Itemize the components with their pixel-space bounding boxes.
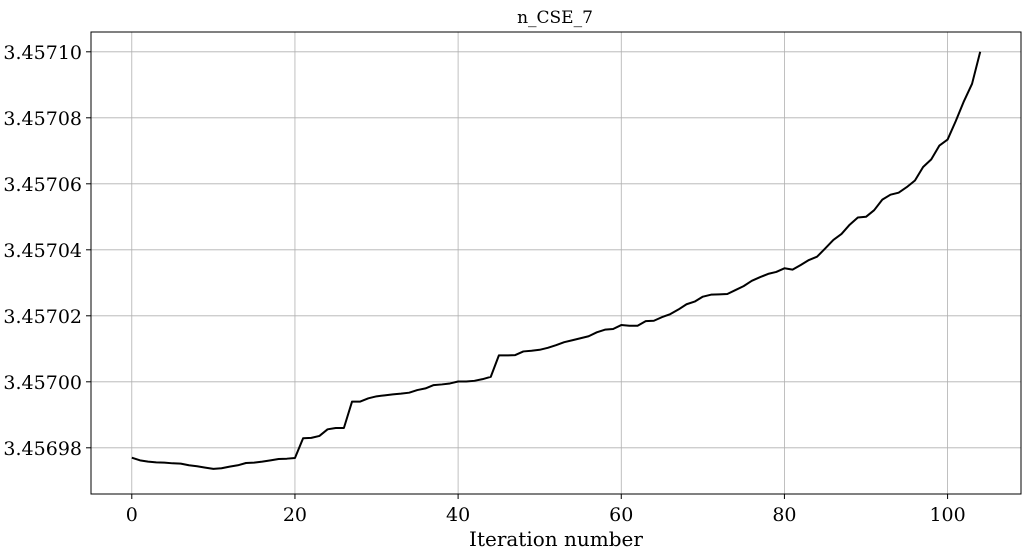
- plot-frame: [90, 31, 1022, 495]
- y-tick-label: 3.45702: [3, 306, 82, 328]
- x-tick-label: 60: [609, 504, 633, 526]
- y-tick-label: 3.45704: [3, 240, 82, 262]
- series-layer: [131, 51, 982, 470]
- chart-title: n_CSE_7: [517, 8, 593, 28]
- x-tick-label: 80: [772, 504, 796, 526]
- y-tick-label: 3.45708: [3, 108, 82, 130]
- y-tick-label: 3.45698: [3, 438, 82, 460]
- y-tick-label: 3.45706: [3, 174, 82, 196]
- x-tick-label: 100: [929, 504, 965, 526]
- x-tick-label: 0: [126, 504, 138, 526]
- grid-lines: [91, 32, 1021, 494]
- x-tick-label: 40: [446, 504, 470, 526]
- y-tick-label: 3.45700: [3, 372, 82, 394]
- series-line: [131, 51, 982, 470]
- y-tick-label: 3.45710: [3, 42, 82, 64]
- axis-ticks: 0 20 40 60 80 100 3.45698 3.45700 3.45702 3.45704…: [3, 42, 965, 526]
- x-tick-label: 20: [283, 504, 307, 526]
- x-axis-label: Iteration number: [469, 527, 643, 551]
